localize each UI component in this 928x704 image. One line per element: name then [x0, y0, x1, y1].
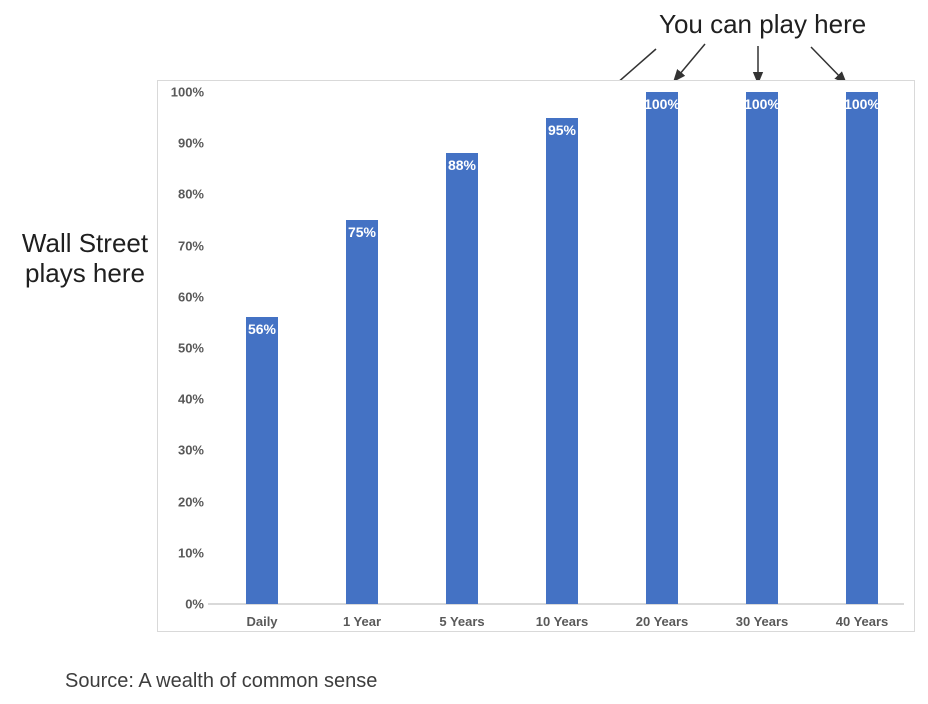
- bar-value-label: 100%: [744, 96, 780, 112]
- annotation-wall-street-plays-here: Wall Street plays here: [21, 228, 149, 289]
- bar-value-label: 88%: [447, 157, 477, 174]
- x-axis-baseline: [208, 603, 904, 605]
- y-axis-tick-label: 90%: [177, 135, 204, 151]
- arrow-to-20-years: [673, 43, 706, 83]
- bar-value-label: 100%: [644, 96, 680, 112]
- annotation-you-can-play-here: You can play here: [659, 9, 867, 39]
- x-axis-category-label: 20 Years: [635, 614, 689, 629]
- x-axis-category-label: Daily: [246, 614, 278, 629]
- bar-30-years: [746, 92, 778, 604]
- bar-value-label: 56%: [247, 321, 277, 338]
- bar-10-years: [546, 117, 578, 604]
- bar-40-years: [846, 92, 878, 604]
- y-axis-tick-label: 30%: [177, 442, 204, 458]
- y-axis-tick-label: 10%: [177, 545, 204, 561]
- y-axis-tick-label: 50%: [177, 340, 204, 356]
- x-axis-category-label: 40 Years: [835, 614, 889, 629]
- x-axis-category-label: 1 Year: [342, 614, 382, 629]
- x-axis-category-label: 5 Years: [439, 614, 485, 629]
- y-axis-tick-label: 0%: [185, 596, 204, 612]
- y-axis-tick-label: 20%: [177, 494, 204, 510]
- x-axis-category-label: 30 Years: [735, 614, 789, 629]
- source-note: Source: A wealth of common sense: [65, 670, 378, 692]
- y-axis-tick-label: 80%: [177, 186, 204, 202]
- y-axis-tick-label: 40%: [177, 391, 204, 407]
- chart-frame: 0% 10% 20% 30% 40% 50% 60% 70% 80% 90% 100% 56% Dail…: [157, 80, 915, 632]
- y-axis-tick-label: 100%: [170, 84, 204, 100]
- bar-value-label: 100%: [844, 96, 880, 112]
- y-axis-tick-label: 70%: [177, 238, 204, 254]
- bar-5-years: [446, 153, 478, 604]
- arrow-to-40-years: [810, 46, 848, 85]
- bar-value-label: 95%: [547, 121, 577, 138]
- bar-value-label: 75%: [347, 224, 377, 240]
- y-axis-tick-label: 60%: [177, 289, 204, 305]
- x-axis-category-label: 10 Years: [535, 614, 589, 629]
- bar-daily: [246, 317, 278, 604]
- bar-1-year: [346, 220, 378, 604]
- bar-20-years: [646, 92, 678, 604]
